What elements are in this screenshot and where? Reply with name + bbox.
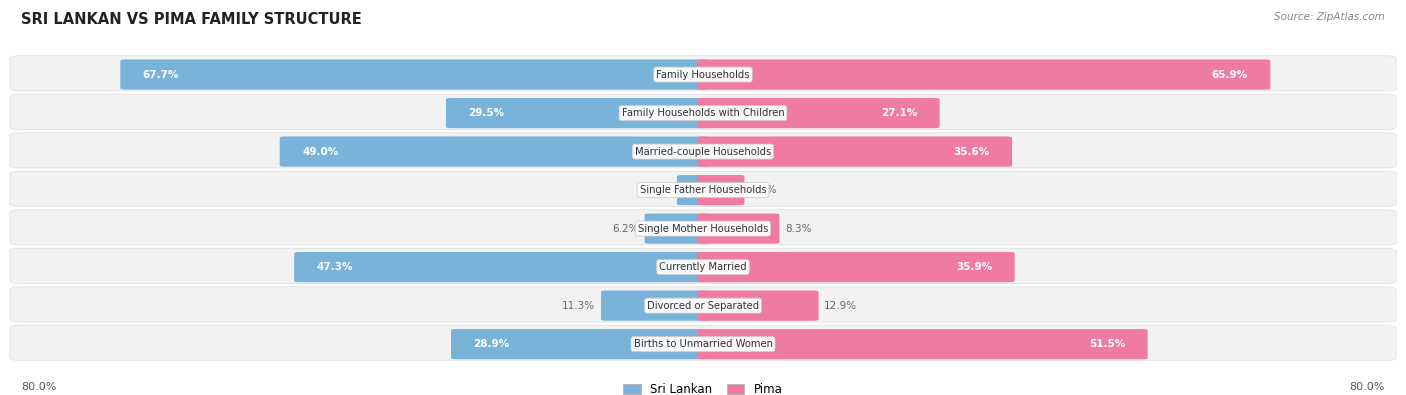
- Text: 67.7%: 67.7%: [143, 70, 180, 79]
- FancyBboxPatch shape: [676, 175, 709, 205]
- FancyBboxPatch shape: [697, 329, 1147, 359]
- Text: SRI LANKAN VS PIMA FAMILY STRUCTURE: SRI LANKAN VS PIMA FAMILY STRUCTURE: [21, 12, 361, 27]
- FancyBboxPatch shape: [697, 291, 818, 321]
- FancyBboxPatch shape: [10, 56, 1396, 91]
- Text: Family Households with Children: Family Households with Children: [621, 108, 785, 118]
- Text: 49.0%: 49.0%: [302, 147, 339, 156]
- Text: 27.1%: 27.1%: [880, 108, 917, 118]
- FancyBboxPatch shape: [697, 175, 744, 205]
- FancyBboxPatch shape: [10, 133, 1396, 168]
- FancyBboxPatch shape: [10, 248, 1396, 284]
- Text: 6.2%: 6.2%: [613, 224, 638, 233]
- Text: 11.3%: 11.3%: [562, 301, 595, 310]
- Text: Currently Married: Currently Married: [659, 262, 747, 272]
- Text: 35.6%: 35.6%: [953, 147, 990, 156]
- FancyBboxPatch shape: [697, 60, 1271, 90]
- Legend: Sri Lankan, Pima: Sri Lankan, Pima: [619, 378, 787, 395]
- FancyBboxPatch shape: [644, 214, 709, 244]
- Text: Family Households: Family Households: [657, 70, 749, 79]
- FancyBboxPatch shape: [451, 329, 709, 359]
- Text: 28.9%: 28.9%: [474, 339, 509, 349]
- FancyBboxPatch shape: [446, 98, 709, 128]
- FancyBboxPatch shape: [697, 98, 939, 128]
- Text: Source: ZipAtlas.com: Source: ZipAtlas.com: [1274, 12, 1385, 22]
- Text: Married-couple Households: Married-couple Households: [636, 147, 770, 156]
- FancyBboxPatch shape: [600, 291, 709, 321]
- Text: 4.2%: 4.2%: [749, 185, 776, 195]
- Text: 80.0%: 80.0%: [1350, 382, 1385, 392]
- FancyBboxPatch shape: [294, 252, 709, 282]
- FancyBboxPatch shape: [280, 137, 709, 167]
- FancyBboxPatch shape: [121, 60, 709, 90]
- FancyBboxPatch shape: [10, 287, 1396, 322]
- Text: 80.0%: 80.0%: [21, 382, 56, 392]
- FancyBboxPatch shape: [697, 214, 779, 244]
- Text: Single Mother Households: Single Mother Households: [638, 224, 768, 233]
- FancyBboxPatch shape: [697, 252, 1015, 282]
- FancyBboxPatch shape: [697, 137, 1012, 167]
- FancyBboxPatch shape: [10, 325, 1396, 361]
- Text: 12.9%: 12.9%: [824, 301, 858, 310]
- Text: 35.9%: 35.9%: [956, 262, 993, 272]
- Text: 8.3%: 8.3%: [785, 224, 811, 233]
- Text: 47.3%: 47.3%: [316, 262, 353, 272]
- FancyBboxPatch shape: [10, 210, 1396, 245]
- Text: Births to Unmarried Women: Births to Unmarried Women: [634, 339, 772, 349]
- Text: 65.9%: 65.9%: [1212, 70, 1249, 79]
- Text: Single Father Households: Single Father Households: [640, 185, 766, 195]
- Text: 29.5%: 29.5%: [468, 108, 505, 118]
- Text: 51.5%: 51.5%: [1088, 339, 1125, 349]
- FancyBboxPatch shape: [10, 94, 1396, 130]
- Text: 2.4%: 2.4%: [645, 185, 671, 195]
- FancyBboxPatch shape: [10, 171, 1396, 207]
- Text: Divorced or Separated: Divorced or Separated: [647, 301, 759, 310]
